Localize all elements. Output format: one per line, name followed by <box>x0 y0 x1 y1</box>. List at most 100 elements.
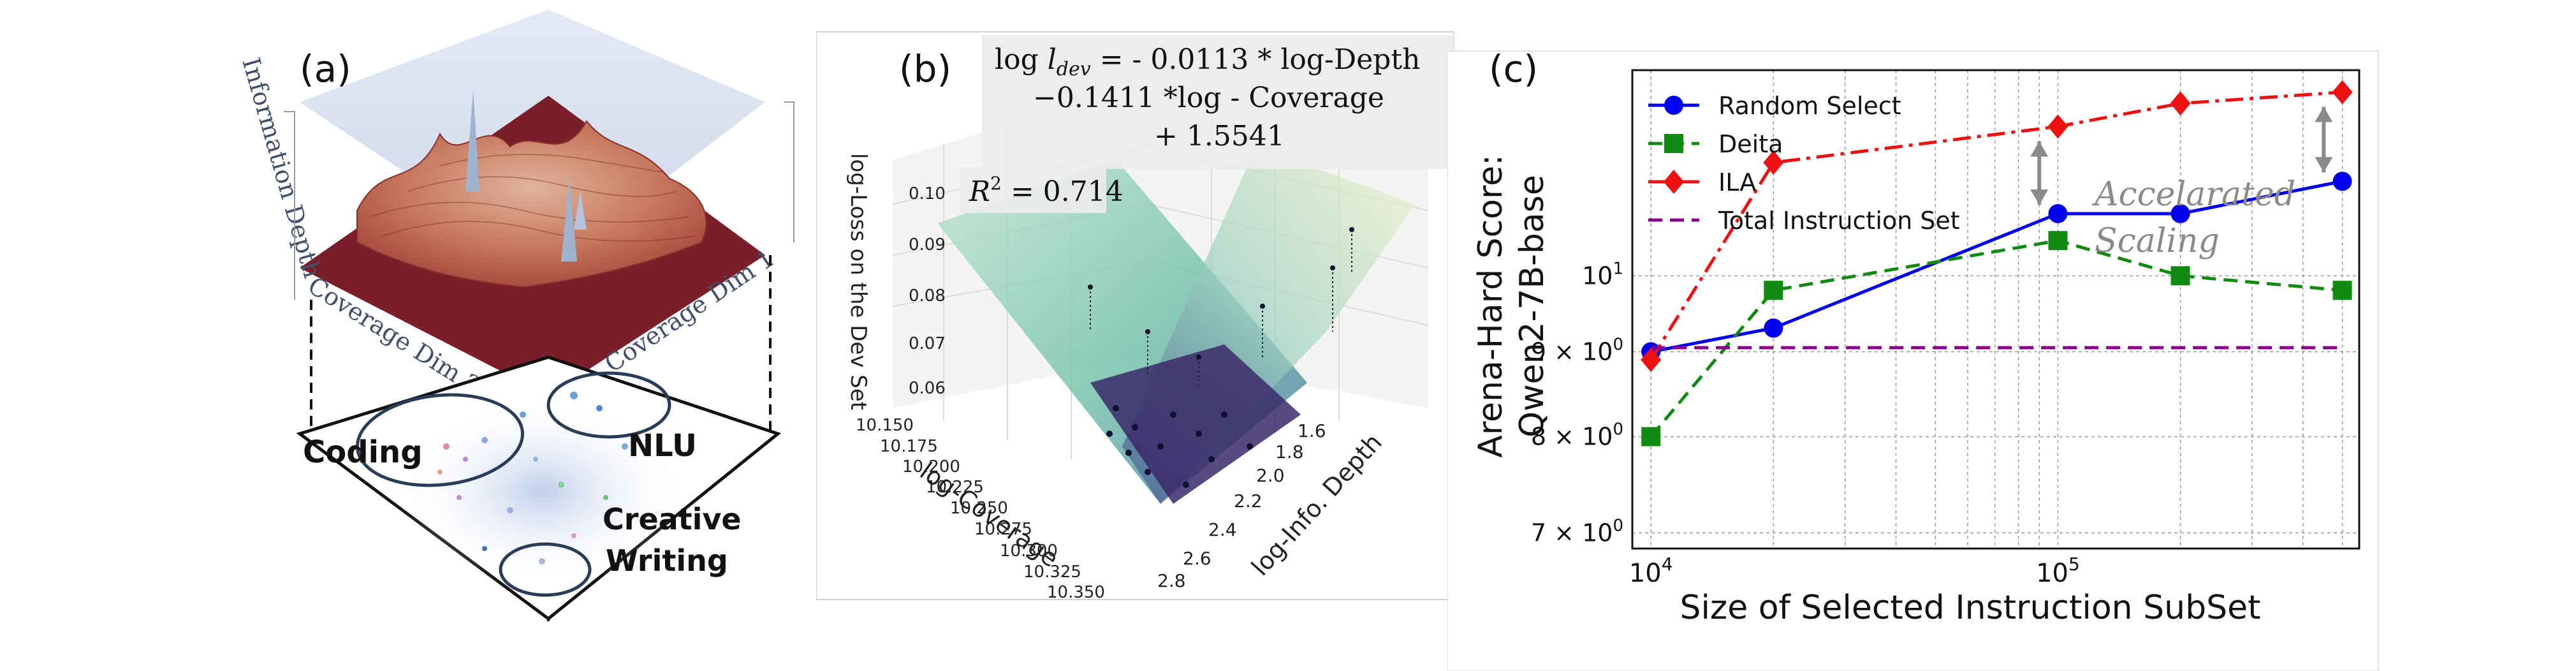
equation-line-3: + 1.5541 <box>1154 120 1285 152</box>
r-squared: R2 = 0.714 <box>969 173 1123 208</box>
residual-lines <box>1090 230 1352 389</box>
data-point-deita <box>1764 281 1783 300</box>
cluster-coding-label: Coding <box>303 434 423 470</box>
nlu-cluster-outline <box>546 371 671 439</box>
y-tick-labels: 2.8 2.6 2.4 2.2 2.0 1.8 1.6 <box>1157 420 1326 591</box>
annotation-accelerated: Accelarated <box>2092 175 2295 214</box>
panel-b-label: (b) <box>899 47 951 91</box>
legend-marker <box>1664 134 1683 153</box>
data-point-deita <box>2332 281 2352 300</box>
cluster-writing-label: Writing <box>606 543 728 578</box>
y-tick-label: 101 <box>1582 259 1623 290</box>
x-tick: 10.150 <box>856 416 914 435</box>
legend-label: Total Instruction Set <box>1718 207 1960 235</box>
y-tick-label: 9 × 100 <box>1531 335 1623 365</box>
surface-spikes <box>465 89 587 262</box>
x-tick: 10.250 <box>950 499 1008 518</box>
x-tick: 10.325 <box>1023 563 1081 582</box>
x-tick: 10.225 <box>926 478 984 497</box>
panel-a: (a) Information Depth Coverage Dim 2 Cov… <box>0 0 810 671</box>
cluster-nlu-label: NLU <box>628 428 697 464</box>
x-tick: 10.175 <box>880 437 938 456</box>
legend: Random Select Deita ILA Total Instruction S… <box>1648 92 1960 235</box>
x-tick: 10.350 <box>1047 583 1105 602</box>
panel-a-figure: (a) Information Depth Coverage Dim 2 Cov… <box>237 10 794 625</box>
surface-ridges <box>369 154 696 242</box>
y-axis-label-line-2: Qwen2-7B-base <box>1513 175 1551 438</box>
x-tick-labels: 10.150 10.175 10.200 10.225 10.250 10.27… <box>856 416 1105 602</box>
z-tick: 0.07 <box>909 334 946 353</box>
data-point-ila <box>1763 150 1784 175</box>
plot-area <box>1631 69 2360 550</box>
cluster-creative-label: Creative <box>603 502 742 536</box>
y-tick: 2.8 <box>1157 570 1186 591</box>
creative-cluster-outline <box>499 542 592 597</box>
y-tick: 2.0 <box>1256 465 1285 486</box>
gap-arrow-head-up <box>2030 141 2049 157</box>
grid <box>1632 70 2359 549</box>
legend-label: ILA <box>1718 168 1756 196</box>
gap-arrow-head-down <box>2315 157 2333 173</box>
legend-marker <box>1664 96 1683 115</box>
panel-b-figure: (b) log ldev <box>816 31 1454 602</box>
x-axis-label: Size of Selected Instruction SubSet <box>1680 589 2260 627</box>
data-point-random-select <box>2332 172 2352 191</box>
y-tick-label: 8 × 100 <box>1531 420 1623 451</box>
tick-labels: 104 105 7 × 100 8 × 100 9 × 100 101 <box>1531 259 2080 588</box>
bracket-left <box>284 111 295 300</box>
embedding-dots <box>437 392 628 564</box>
fit-plane-bottom <box>1090 344 1301 504</box>
y-tick-label: 7 × 100 <box>1531 517 1623 547</box>
series <box>1641 80 2353 446</box>
data-point-random-select <box>2048 203 2068 223</box>
z-tick-labels: 0.10 0.09 0.08 0.07 0.06 <box>909 184 946 398</box>
x-tick: 10.200 <box>902 457 960 476</box>
panel-b: (b) log ldev <box>816 0 1467 671</box>
data-point-ila <box>2170 91 2191 116</box>
y-axis-label-line-1: Arena-Hard Score: <box>1472 154 1510 458</box>
data-point-ila <box>2047 114 2068 139</box>
scatter-points <box>1088 227 1354 488</box>
equation-box <box>982 35 1454 169</box>
embedding-cloud <box>395 395 689 587</box>
surface-mesh <box>356 120 707 288</box>
legend-marker <box>1664 170 1684 194</box>
z-tick: 0.09 <box>909 235 946 254</box>
data-point-random-select <box>2170 203 2190 223</box>
equation-line-1: log ldev = - 0.0113 * log-Depth <box>995 43 1420 80</box>
legend-label: Random Select <box>1718 92 1901 120</box>
annotation-scaling: Scaling <box>2095 222 2220 260</box>
z-tick: 0.08 <box>909 286 946 306</box>
y-tick: 1.8 <box>1275 441 1304 462</box>
panel-c: (c) 104 105 7 × 100 8 × 100 9 × 100 101 Accel… <box>1447 0 2576 671</box>
series-ila <box>1641 80 2353 372</box>
y-tick: 2.6 <box>1183 548 1211 569</box>
data-point-ila <box>1641 348 1662 372</box>
coding-cluster-outline <box>356 393 524 487</box>
legend-label: Deita <box>1718 130 1783 158</box>
data-point-deita <box>2048 231 2068 251</box>
data-point-deita <box>2170 266 2190 286</box>
x-tick-label: 105 <box>2036 554 2080 588</box>
panel-c-label: (c) <box>1489 47 1538 91</box>
panel-c-frame <box>1447 50 2379 671</box>
y-tick: 2.4 <box>1208 519 1237 540</box>
series-deita <box>1641 231 2352 446</box>
arena-hard-chart: (c) 104 105 7 × 100 8 × 100 9 × 100 101 Accel… <box>1447 47 2379 671</box>
gap-arrows <box>2030 107 2333 205</box>
gap-arrow-head-down <box>2030 189 2049 205</box>
z-tick: 0.10 <box>909 184 946 203</box>
equation-line-2: −0.1411 *log - Coverage <box>1033 82 1384 114</box>
data-point-random-select <box>1764 318 1783 338</box>
gap-arrow-head-up <box>2315 107 2333 122</box>
y-tick: 2.2 <box>1234 490 1262 512</box>
y-tick: 1.6 <box>1298 420 1326 441</box>
x-tick: 10.275 <box>974 520 1032 539</box>
z-axis-label: log-Loss on the Dev Set <box>845 153 871 410</box>
r2-box <box>960 167 1106 213</box>
x-tick-label: 104 <box>1629 554 1673 588</box>
data-point-deita <box>1641 427 1661 446</box>
bracket-right <box>784 101 794 242</box>
x-tick: 10.300 <box>1000 542 1058 561</box>
z-tick: 0.06 <box>909 379 946 398</box>
